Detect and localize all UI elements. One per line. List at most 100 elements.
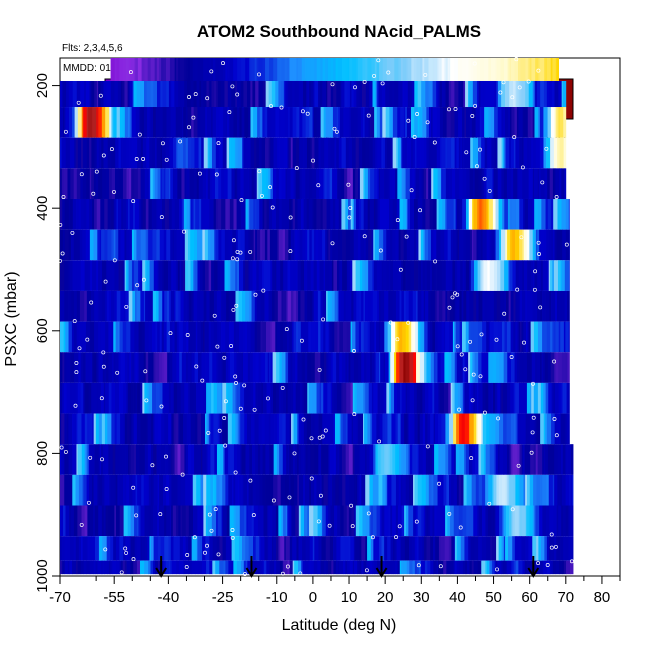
heatmap-cell xyxy=(134,168,139,199)
heatmap-cell xyxy=(419,321,422,353)
heatmap-cell xyxy=(174,80,179,108)
heatmap-cell xyxy=(287,290,292,322)
heatmap-cell xyxy=(182,107,184,138)
heatmap-cell xyxy=(505,137,510,169)
heatmap-cell xyxy=(138,321,143,353)
heatmap-cell xyxy=(303,80,307,108)
heatmap-cell xyxy=(114,382,120,414)
heatmap-cell xyxy=(533,80,536,108)
heatmap-cell xyxy=(171,80,175,108)
heatmap-cell xyxy=(114,290,118,322)
heatmap-cell xyxy=(76,321,79,353)
heatmap-cell xyxy=(397,168,403,199)
heatmap-cell xyxy=(60,560,63,575)
heatmap-cell xyxy=(133,382,136,414)
heatmap-cell xyxy=(556,536,561,561)
heatmap-cell xyxy=(254,58,257,81)
heatmap-cell xyxy=(122,80,125,108)
heatmap-cell xyxy=(272,505,277,537)
heatmap-cell xyxy=(534,290,538,322)
heatmap-cell xyxy=(407,198,411,230)
heatmap-cell xyxy=(177,474,182,506)
heatmap-cell xyxy=(111,229,115,261)
heatmap-cell xyxy=(379,198,383,230)
heatmap-cell xyxy=(428,107,432,138)
heatmap-cell xyxy=(210,413,214,445)
heatmap-cell xyxy=(511,198,517,230)
heatmap-cell xyxy=(560,229,563,261)
heatmap-cell xyxy=(77,560,82,575)
heatmap-cell xyxy=(190,229,195,261)
heatmap-cell xyxy=(414,260,419,291)
heatmap-cell xyxy=(495,560,498,575)
heatmap-cell xyxy=(101,137,104,169)
heatmap-cell xyxy=(233,505,237,537)
heatmap-cell xyxy=(509,80,514,108)
sample-point xyxy=(394,535,398,540)
heatmap-cell xyxy=(440,137,442,169)
heatmap-cell xyxy=(394,80,399,108)
heatmap-cell xyxy=(94,198,98,230)
heatmap-cell xyxy=(463,474,467,506)
heatmap-cell xyxy=(337,168,339,199)
heatmap-cell xyxy=(235,290,239,322)
sample-point xyxy=(187,95,191,99)
sample-point xyxy=(164,454,168,459)
sample-point xyxy=(496,416,501,421)
heatmap-cell xyxy=(124,107,129,138)
heatmap-cell xyxy=(147,444,152,475)
heatmap-cell xyxy=(507,321,512,353)
heatmap-cell xyxy=(249,168,252,199)
heatmap-cell xyxy=(511,505,513,537)
sample-point xyxy=(549,545,554,550)
heatmap-cell xyxy=(397,107,401,138)
heatmap-cell xyxy=(250,58,253,81)
heatmap-cell xyxy=(144,444,149,475)
heatmap-cell xyxy=(265,444,270,475)
heatmap-cell xyxy=(419,168,422,199)
heatmap-cell xyxy=(361,198,365,230)
heatmap-cell xyxy=(228,260,231,291)
heatmap-cell xyxy=(369,505,372,537)
heatmap-cell xyxy=(450,382,453,414)
heatmap-cell xyxy=(255,444,259,475)
heatmap-cell xyxy=(495,198,499,230)
heatmap-cell xyxy=(525,474,528,506)
heatmap-cell xyxy=(125,290,130,322)
heatmap-cell xyxy=(200,444,203,475)
heatmap-cell xyxy=(506,260,509,291)
heatmap-cell xyxy=(316,260,321,291)
heatmap-cell xyxy=(440,352,445,383)
heatmap-cell xyxy=(484,168,487,199)
heatmap-cell xyxy=(60,198,63,230)
heatmap-cell xyxy=(527,560,532,575)
heatmap-cell xyxy=(156,444,160,475)
heatmap-cell xyxy=(144,58,149,81)
heatmap-cell xyxy=(387,474,392,506)
heatmap-cell xyxy=(444,229,449,261)
heatmap-cell xyxy=(430,229,434,261)
heatmap-cell xyxy=(331,321,335,353)
heatmap-cell xyxy=(448,80,452,108)
heatmap-cell xyxy=(449,321,454,353)
heatmap-cell xyxy=(224,260,229,291)
sample-point xyxy=(269,104,273,109)
heatmap-cell xyxy=(175,260,179,291)
heatmap-cell xyxy=(472,168,476,199)
sample-point xyxy=(294,166,299,171)
heatmap-cell xyxy=(189,168,195,199)
heatmap-cell xyxy=(529,474,534,506)
heatmap-cell xyxy=(93,560,96,575)
heatmap-cell xyxy=(150,107,154,138)
heatmap-cell xyxy=(376,107,381,138)
heatmap-cell xyxy=(190,260,194,291)
heatmap-cell xyxy=(403,290,407,322)
heatmap-cell xyxy=(331,58,334,81)
heatmap-cell xyxy=(359,474,362,506)
heatmap-cell xyxy=(399,229,401,261)
heatmap-cell xyxy=(398,474,402,506)
heatmap-cell xyxy=(254,137,257,169)
heatmap-cell xyxy=(564,290,568,322)
sample-point xyxy=(299,338,304,343)
